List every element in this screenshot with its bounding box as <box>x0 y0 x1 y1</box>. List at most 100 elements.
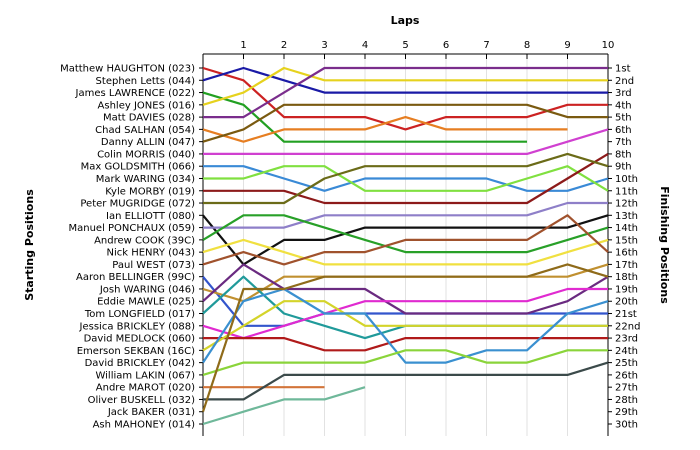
x-tick-label: 3 <box>321 40 327 51</box>
starting-position-label: Matt DAVIES (028) <box>103 113 195 124</box>
series-line <box>202 238 609 266</box>
starting-position-label: Aaron BELLINGER (99C) <box>76 272 195 283</box>
starting-position-label: Ian ELLIOTT (080) <box>106 211 195 222</box>
finishing-position-label: 18th <box>615 272 638 283</box>
starting-position-label: Ash MAHONEY (014) <box>93 420 196 431</box>
finishing-position-label: 24th <box>615 346 638 357</box>
finishing-position-label: 25th <box>615 358 638 369</box>
finishing-position-label: 19th <box>615 284 638 295</box>
starting-position-label: David BRICKLEY (042) <box>85 358 196 369</box>
series-line <box>203 128 609 155</box>
finishing-position-label: 28th <box>615 395 638 406</box>
finishing-position-label: 15th <box>615 235 638 246</box>
starting-position-label: Emerson SEKBAN (16C) <box>77 346 195 357</box>
finishing-position-label: 4th <box>615 100 632 111</box>
starting-position-label: Kyle MORBY (019) <box>105 186 195 197</box>
starting-position-label: Josh WARING (046) <box>99 284 195 295</box>
starting-position-label: Tom LONGFIELD (017) <box>84 309 195 320</box>
series-line <box>202 300 608 352</box>
finishing-position-label: 21st <box>615 309 637 320</box>
series-line <box>201 263 609 413</box>
finishing-position-label: 12th <box>615 199 638 210</box>
starting-position-label: Eddie MAWLE (025) <box>97 297 195 308</box>
finishing-position-label: 22nd <box>615 321 640 332</box>
finishing-position-label: 30th <box>615 420 638 431</box>
x-axis-label: Laps <box>391 14 420 27</box>
starting-position-label: Andre MAROT (020) <box>96 383 195 394</box>
series-line <box>202 91 527 143</box>
series-line <box>203 361 609 401</box>
series-line <box>203 66 608 119</box>
series-line <box>202 287 608 340</box>
series-line <box>202 263 609 315</box>
starting-position-label: Mark WARING (034) <box>96 174 195 185</box>
finishing-position-label: 9th <box>615 162 632 173</box>
starting-position-label: Jessica BRICKLEY (088) <box>79 321 196 332</box>
series-line <box>203 152 609 205</box>
starting-position-label: William LAKIN (067) <box>95 370 195 381</box>
y-axis-label-left: Starting Positions <box>23 189 36 301</box>
series-line <box>202 214 609 254</box>
finishing-position-label: 3rd <box>615 88 632 99</box>
x-tick-label: 1 <box>240 40 246 51</box>
series-line <box>203 165 609 192</box>
starting-position-label: Stephen Letts (044) <box>96 76 196 87</box>
finishing-position-label: 13th <box>615 211 638 222</box>
series-line <box>202 103 608 143</box>
series-line <box>202 287 609 364</box>
x-tick-label: 4 <box>362 40 368 51</box>
x-tick-label: 7 <box>483 40 489 51</box>
starting-position-label: Chad SALHAN (054) <box>95 125 195 136</box>
finishing-position-label: 27th <box>615 383 638 394</box>
finishing-position-labels: 1st2nd3rd4th5th6th7th8th9th10th11th12th1… <box>615 64 640 431</box>
starting-position-label: Nick HENRY (043) <box>106 248 195 259</box>
finishing-position-label: 17th <box>615 260 638 271</box>
y-axis-label-right: Finishing Positions <box>658 186 671 304</box>
starting-position-labels: Matthew HAUGHTON (023)Stephen Letts (044… <box>60 64 195 431</box>
starting-position-label: Manuel PONCHAUX (059) <box>68 223 195 234</box>
starting-position-label: Matthew HAUGHTON (023) <box>60 64 195 75</box>
series-line <box>203 201 608 229</box>
starting-position-label: Max GOLDSMITH (066) <box>81 162 195 173</box>
finishing-position-label: 7th <box>615 137 632 148</box>
finishing-position-label: 8th <box>615 149 632 160</box>
finishing-position-label: 23rd <box>615 334 638 345</box>
starting-position-label: James LAWRENCE (022) <box>75 88 196 99</box>
starting-position-label: Jack BAKER (031) <box>107 407 195 418</box>
x-tick-label: 9 <box>564 40 570 51</box>
series-line <box>203 165 609 192</box>
finishing-position-label: 29th <box>615 407 638 418</box>
series-line <box>202 349 608 376</box>
series-line <box>202 214 609 266</box>
finishing-position-label: 20th <box>615 297 638 308</box>
x-tick-label: 2 <box>281 40 287 51</box>
finishing-position-label: 2nd <box>615 76 634 87</box>
starting-position-label: Paul WEST (073) <box>112 260 195 271</box>
starting-position-label: Danny ALLIN (047) <box>101 137 195 148</box>
finishing-position-label: 1st <box>615 64 631 75</box>
grid <box>243 54 568 436</box>
finishing-position-label: 5th <box>615 113 632 124</box>
finishing-position-label: 14th <box>615 223 638 234</box>
series-line <box>203 152 609 205</box>
series-line <box>202 115 568 143</box>
x-tick-label: 5 <box>402 40 408 51</box>
finishing-position-label: 6th <box>615 125 632 136</box>
starting-position-label: Peter MUGRIDGE (072) <box>80 199 195 210</box>
tick-labels: 1 2 3 4 5 6 7 8 9 10 <box>240 40 614 51</box>
finishing-position-label: 10th <box>615 174 638 185</box>
finishing-position-label: 26th <box>615 370 638 381</box>
series-line <box>202 386 366 426</box>
starting-position-label: David MEDLOCK (060) <box>84 334 195 345</box>
starting-position-label: Ashley JONES (016) <box>98 100 196 111</box>
x-tick-label: 10 <box>602 40 615 51</box>
series-lines <box>201 66 609 426</box>
series-line <box>202 66 608 106</box>
starting-position-label: Andrew COOK (39C) <box>94 235 195 246</box>
starting-position-label: Colin MORRIS (040) <box>97 149 195 160</box>
x-tick-label: 8 <box>524 40 530 51</box>
x-tick-label: 6 <box>443 40 449 51</box>
series-line <box>202 66 608 131</box>
finishing-position-label: 16th <box>615 248 638 259</box>
